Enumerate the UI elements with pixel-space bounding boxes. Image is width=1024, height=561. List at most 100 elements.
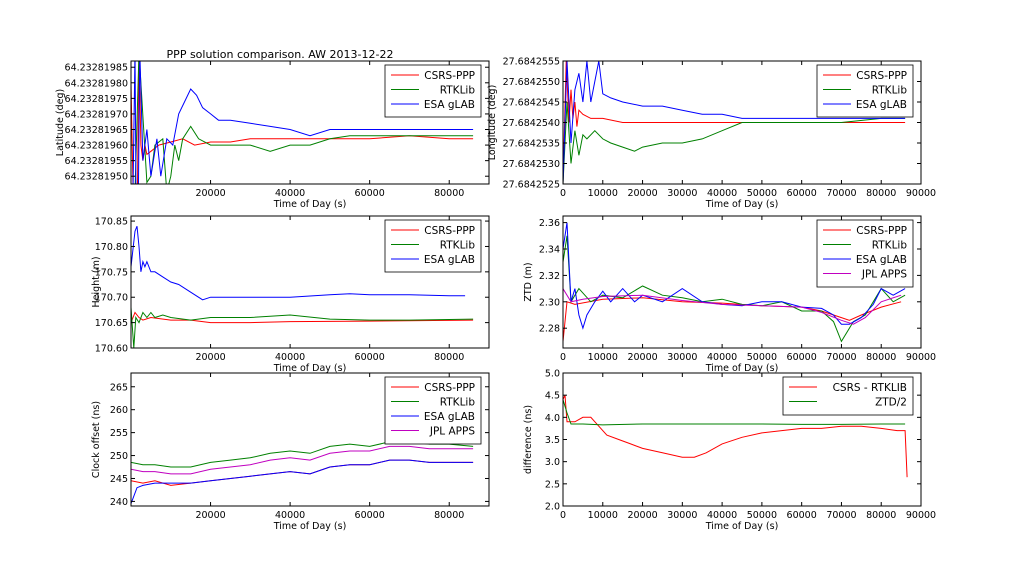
y-tick-label: 260 xyxy=(110,405,128,416)
y-tick-label: 64.23281965 xyxy=(65,125,128,136)
y-tick-label: 170.85 xyxy=(95,217,128,228)
legend-entry-label: CSRS - RTKLIB xyxy=(833,382,907,394)
panel-clock: 20000 40000 60000 80000 240 245 250 255 260 265 Ti… xyxy=(91,372,490,532)
x-tick-label: 20000 xyxy=(627,352,657,363)
panel-latitude: 20000 40000 60000 80000 64.23281950 64.232819… xyxy=(55,60,490,210)
x-tick-label: 30000 xyxy=(667,510,697,521)
x-tick-label: 90000 xyxy=(906,352,936,363)
y-tick-label: 5.0 xyxy=(545,369,560,380)
legend-box xyxy=(816,64,914,118)
series-line-height-1 xyxy=(131,307,474,348)
x-tick-label: 20000 xyxy=(627,188,657,199)
legend-entry-label: RTKLib xyxy=(440,240,476,252)
panel-difference: 0 10000 20000 30000 40000 50000 60000 70000 8000… xyxy=(523,369,936,533)
x-axis-label: Time of Day (s) xyxy=(705,521,779,532)
series-line-difference-1 xyxy=(563,399,906,426)
y-tick-label: 27.6842545 xyxy=(503,98,560,109)
y-tick-label: 64.23281950 xyxy=(65,172,128,183)
x-tick-label: 70000 xyxy=(826,188,856,199)
legend-box xyxy=(384,219,482,273)
x-tick-label: 10000 xyxy=(588,510,618,521)
x-tick-label: 40000 xyxy=(275,352,305,363)
x-tick-label: 20000 xyxy=(195,352,225,363)
legend-entry-label: CSRS-PPP xyxy=(856,225,907,237)
x-tick-label: 20000 xyxy=(195,510,225,521)
x-tick-label: 80000 xyxy=(434,510,464,521)
x-tick-label: 60000 xyxy=(355,188,385,199)
legend-ztd: CSRS-PPP RTKLib ESA gLAB JPL APPS xyxy=(816,219,914,288)
series-line-height-0 xyxy=(131,311,474,324)
series-line-difference-0 xyxy=(563,394,908,478)
legend-longitude: CSRS-PPP RTKLib ESA gLAB xyxy=(816,64,914,118)
legend-entry-label: CSRS-PPP xyxy=(856,70,907,82)
legend-entry-label: ESA gLAB xyxy=(424,254,475,266)
y-tick-label: 27.6842525 xyxy=(503,180,560,191)
panel-height: 20000 40000 60000 80000 170.60 170.65 170.70 17… xyxy=(91,215,490,374)
series-line-longitude-2 xyxy=(563,61,906,184)
y-tick-label: 27.6842535 xyxy=(503,139,560,150)
x-tick-label: 80000 xyxy=(866,510,896,521)
y-tick-label: 2.34 xyxy=(539,245,560,256)
y-tick-label: 64.23281960 xyxy=(65,141,128,152)
y-tick-label: 27.6842550 xyxy=(503,77,560,88)
x-tick-label: 60000 xyxy=(787,188,817,199)
legend-entry-label: JPL APPS xyxy=(429,426,475,438)
x-tick-label: 50000 xyxy=(747,510,777,521)
x-tick-label: 80000 xyxy=(866,352,896,363)
legend-entry-label: CSRS-PPP xyxy=(424,382,475,394)
y-tick-label: 170.65 xyxy=(95,318,128,329)
x-axis-label: Time of Day (s) xyxy=(705,363,779,374)
legend-entry-label: RTKLib xyxy=(440,85,476,97)
panel-ztd: 0 10000 20000 30000 40000 50000 60000 70000 8000… xyxy=(523,215,936,374)
x-tick-label: 20000 xyxy=(195,188,225,199)
figure-title: PPP solution comparison. AW 2013-12-22 xyxy=(167,48,394,61)
legend-entry-label: ZTD/2 xyxy=(875,397,907,409)
x-tick-label: 40000 xyxy=(275,188,305,199)
legend-clock: CSRS-PPP RTKLib ESA gLAB JPL APPS xyxy=(384,376,482,445)
x-tick-label: 30000 xyxy=(667,352,697,363)
y-tick-label: 245 xyxy=(110,474,128,485)
y-axis-label: Longitude (deg) xyxy=(487,85,498,161)
axes-frame-clock xyxy=(130,372,490,507)
y-tick-label: 27.6842540 xyxy=(503,118,560,129)
series-line-clock-3 xyxy=(131,445,474,475)
axes-frame-latitude xyxy=(130,60,490,185)
legend-height: CSRS-PPP RTKLib ESA gLAB xyxy=(384,219,482,273)
x-tick-label: 60000 xyxy=(355,510,385,521)
y-axis-label: Clock offset (ns) xyxy=(91,401,102,478)
x-tick-label: 10000 xyxy=(588,352,618,363)
x-axis-label: Time of Day (s) xyxy=(705,199,779,210)
y-tick-label: 265 xyxy=(110,382,128,393)
x-tick-label: 10000 xyxy=(588,188,618,199)
series-line-ztd-3 xyxy=(563,288,902,325)
y-tick-label: 64.23281970 xyxy=(65,109,128,120)
y-tick-label: 2.5 xyxy=(545,479,560,490)
legend-latitude: CSRS-PPP RTKLib ESA gLAB xyxy=(384,64,482,118)
legend-box xyxy=(384,376,482,445)
x-tick-label: 80000 xyxy=(866,188,896,199)
y-tick-label: 3.0 xyxy=(545,457,560,468)
series-line-latitude-2 xyxy=(132,61,474,184)
x-tick-label: 80000 xyxy=(434,188,464,199)
x-tick-label: 40000 xyxy=(707,352,737,363)
y-tick-label: 255 xyxy=(110,428,128,439)
x-tick-label: 70000 xyxy=(826,352,856,363)
x-tick-label: 60000 xyxy=(787,510,817,521)
legend-difference: CSRS - RTKLIB ZTD/2 xyxy=(782,376,914,416)
y-tick-label: 240 xyxy=(110,497,128,508)
x-tick-label: 60000 xyxy=(355,352,385,363)
y-tick-label: 4.5 xyxy=(545,391,560,402)
y-tick-label: 27.6842530 xyxy=(503,159,560,170)
x-tick-label: 60000 xyxy=(787,352,817,363)
legend-entry-label: CSRS-PPP xyxy=(424,225,475,237)
axes-frame-height xyxy=(130,215,490,349)
legend-entry-label: ESA gLAB xyxy=(856,254,907,266)
y-tick-label: 64.23281975 xyxy=(65,94,128,105)
x-tick-label: 40000 xyxy=(707,510,737,521)
x-tick-label: 0 xyxy=(560,510,566,521)
x-tick-label: 40000 xyxy=(707,188,737,199)
x-tick-label: 90000 xyxy=(906,188,936,199)
y-tick-label: 64.23281985 xyxy=(65,63,128,74)
legend-entry-label: JPL APPS xyxy=(861,269,907,281)
